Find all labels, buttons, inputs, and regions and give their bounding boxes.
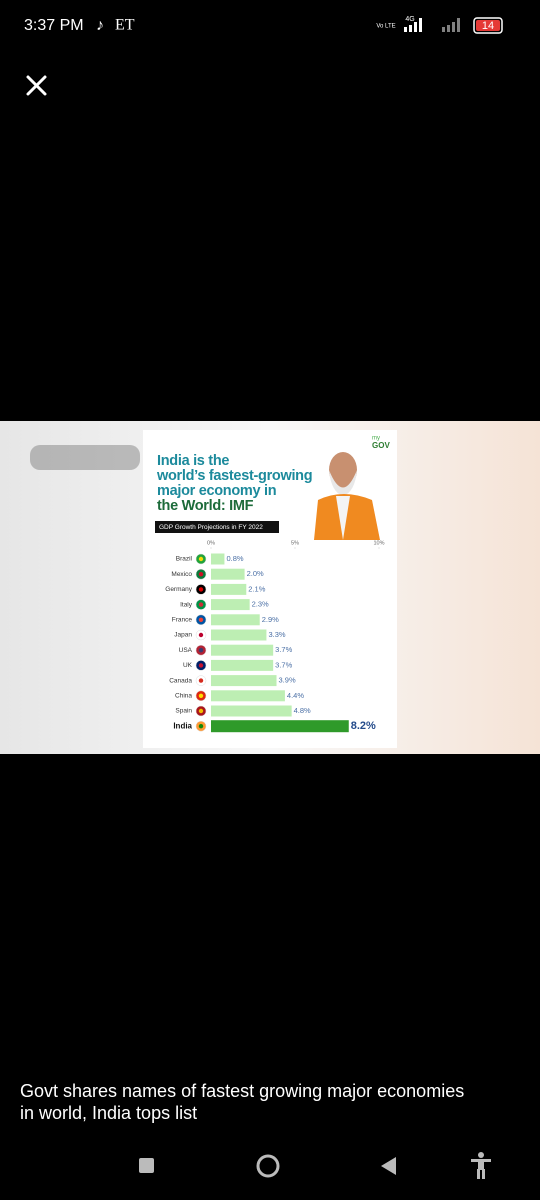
value-label: 3.9% xyxy=(279,676,296,685)
flag-detail xyxy=(198,708,204,714)
close-button[interactable] xyxy=(26,75,47,96)
flag-detail xyxy=(198,663,204,668)
flag-detail xyxy=(198,556,204,562)
flag-detail xyxy=(198,724,204,729)
bar xyxy=(211,690,285,702)
logo-gov: GOV xyxy=(372,441,390,450)
status-carrier: ET xyxy=(115,17,135,34)
bar xyxy=(211,583,247,595)
category-label: Canada xyxy=(169,677,192,684)
flag-detail xyxy=(198,587,204,592)
bar xyxy=(211,614,260,626)
battery-level: 14 xyxy=(482,20,494,32)
value-label: 0.8% xyxy=(226,554,243,563)
category-label: Germany xyxy=(165,586,192,593)
bar xyxy=(211,568,245,580)
status-network: 4G xyxy=(405,16,414,23)
blurred-shape xyxy=(30,445,140,470)
value-label: 8.2% xyxy=(351,720,376,732)
chart-title: India is the xyxy=(157,453,229,469)
category-label: UK xyxy=(183,662,193,669)
status-volte: Vo LTE xyxy=(376,24,395,30)
category-label: Italy xyxy=(180,601,193,608)
value-label: 3.7% xyxy=(275,660,292,669)
flag-detail xyxy=(198,617,204,622)
x-tick-label: 0% xyxy=(207,540,215,546)
flag-detail xyxy=(198,572,204,577)
value-label: 3.3% xyxy=(268,630,285,639)
accessibility-button[interactable] xyxy=(471,1152,491,1179)
bar xyxy=(211,675,277,687)
category-label: France xyxy=(172,617,193,624)
chart-title: major economy in xyxy=(157,483,276,499)
value-label: 2.3% xyxy=(252,600,269,609)
category-label: Mexico xyxy=(171,571,192,578)
bar xyxy=(211,599,250,611)
status-time: 3:37 PM xyxy=(24,17,84,34)
logo-my: my xyxy=(372,436,380,442)
status-music: ♪ xyxy=(96,17,104,34)
value-label: 2.0% xyxy=(247,569,264,578)
nav-recents[interactable] xyxy=(139,1158,154,1173)
category-label: China xyxy=(175,693,192,700)
nav-back[interactable] xyxy=(381,1157,396,1175)
battery-fill xyxy=(476,20,500,31)
value-label: 3.7% xyxy=(275,645,292,654)
bar xyxy=(211,659,274,671)
value-label: 2.1% xyxy=(248,584,265,593)
bar xyxy=(211,553,225,565)
portrait xyxy=(314,452,380,540)
bar xyxy=(211,644,274,656)
subtitle-box xyxy=(155,521,279,533)
flag-detail xyxy=(198,648,204,653)
bar xyxy=(211,705,292,717)
category-label: Brazil xyxy=(176,556,193,563)
value-label: 4.8% xyxy=(294,706,311,715)
category-label: India xyxy=(173,721,192,730)
bar xyxy=(211,629,267,641)
chart-subtitle: GDP Growth Projections in FY 2022 xyxy=(159,524,263,531)
x-tick-label: 10% xyxy=(373,540,384,546)
flag-detail xyxy=(198,693,204,698)
caption: Govt shares names of fastest growing maj… xyxy=(20,1081,464,1123)
value-label: 4.4% xyxy=(287,691,304,700)
bar xyxy=(211,720,349,733)
nav-home[interactable] xyxy=(256,1154,280,1178)
category-label: USA xyxy=(179,647,193,654)
category-label: Spain xyxy=(175,708,192,715)
chart-title: world’s fastest-growing xyxy=(156,468,312,484)
flag-detail xyxy=(198,602,204,607)
chart-title: the World: IMF xyxy=(157,498,254,514)
value-label: 2.9% xyxy=(262,615,279,624)
signal-icon xyxy=(404,18,460,32)
flag-detail xyxy=(198,678,204,683)
x-tick-label: 5% xyxy=(291,540,299,546)
category-label: Japan xyxy=(174,632,192,639)
flag-detail xyxy=(198,632,204,638)
battery-outline xyxy=(473,17,503,34)
